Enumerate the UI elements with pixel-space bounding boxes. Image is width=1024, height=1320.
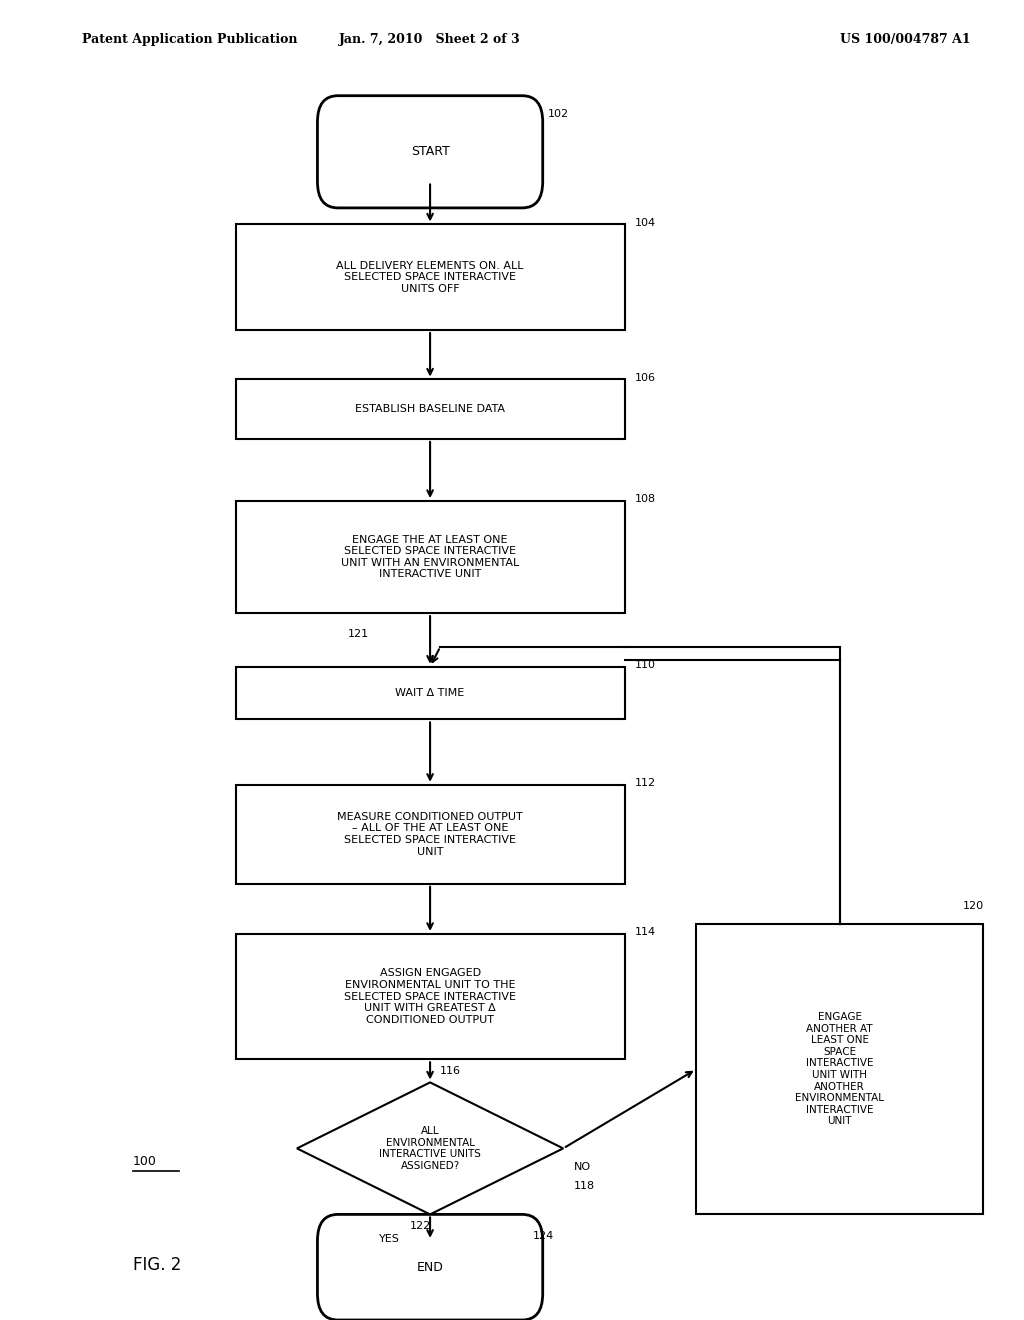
Text: ENGAGE THE AT LEAST ONE
SELECTED SPACE INTERACTIVE
UNIT WITH AN ENVIRONMENTAL
IN: ENGAGE THE AT LEAST ONE SELECTED SPACE I… — [341, 535, 519, 579]
Text: WAIT Δ TIME: WAIT Δ TIME — [395, 688, 465, 698]
Text: Patent Application Publication: Patent Application Publication — [82, 33, 297, 46]
Bar — [236, 784, 625, 884]
Text: ENGAGE
ANOTHER AT
LEAST ONE
SPACE
INTERACTIVE
UNIT WITH
ANOTHER
ENVIRONMENTAL
IN: ENGAGE ANOTHER AT LEAST ONE SPACE INTERA… — [796, 1012, 884, 1126]
Bar — [236, 502, 625, 612]
Text: Jan. 7, 2010   Sheet 2 of 3: Jan. 7, 2010 Sheet 2 of 3 — [339, 33, 521, 46]
Text: 102: 102 — [548, 108, 569, 119]
Text: 108: 108 — [635, 495, 656, 504]
FancyBboxPatch shape — [317, 1214, 543, 1320]
Text: NO: NO — [573, 1162, 591, 1172]
Text: 122: 122 — [410, 1221, 431, 1232]
Text: 118: 118 — [573, 1181, 595, 1192]
Text: 120: 120 — [963, 900, 984, 911]
Text: ALL
ENVIRONMENTAL
INTERACTIVE UNITS
ASSIGNED?: ALL ENVIRONMENTAL INTERACTIVE UNITS ASSI… — [379, 1126, 481, 1171]
Text: 104: 104 — [635, 218, 656, 228]
Text: ASSIGN ENGAGED
ENVIRONMENTAL UNIT TO THE
SELECTED SPACE INTERACTIVE
UNIT WITH GR: ASSIGN ENGAGED ENVIRONMENTAL UNIT TO THE… — [344, 969, 516, 1024]
Text: ALL DELIVERY ELEMENTS ON. ALL
SELECTED SPACE INTERACTIVE
UNITS OFF: ALL DELIVERY ELEMENTS ON. ALL SELECTED S… — [336, 260, 524, 294]
Text: MEASURE CONDITIONED OUTPUT
– ALL OF THE AT LEAST ONE
SELECTED SPACE INTERACTIVE
: MEASURE CONDITIONED OUTPUT – ALL OF THE … — [337, 812, 523, 857]
Text: 124: 124 — [532, 1230, 554, 1241]
Text: 112: 112 — [635, 777, 656, 788]
Text: 121: 121 — [347, 628, 369, 639]
Text: US 100/004787 A1: US 100/004787 A1 — [840, 33, 971, 46]
Text: 116: 116 — [440, 1065, 462, 1076]
Text: YES: YES — [379, 1234, 399, 1245]
Text: 110: 110 — [635, 660, 656, 671]
Bar — [236, 667, 625, 719]
Bar — [236, 224, 625, 330]
FancyBboxPatch shape — [317, 96, 543, 207]
Text: END: END — [417, 1261, 443, 1274]
Text: 100: 100 — [133, 1155, 157, 1168]
Text: FIG. 2: FIG. 2 — [133, 1255, 181, 1274]
Text: 114: 114 — [635, 927, 656, 937]
Text: 106: 106 — [635, 374, 656, 383]
Polygon shape — [297, 1082, 563, 1214]
Bar — [236, 935, 625, 1059]
Bar — [696, 924, 983, 1214]
Text: ESTABLISH BASELINE DATA: ESTABLISH BASELINE DATA — [355, 404, 505, 414]
Text: START: START — [411, 145, 450, 158]
Bar — [236, 379, 625, 438]
